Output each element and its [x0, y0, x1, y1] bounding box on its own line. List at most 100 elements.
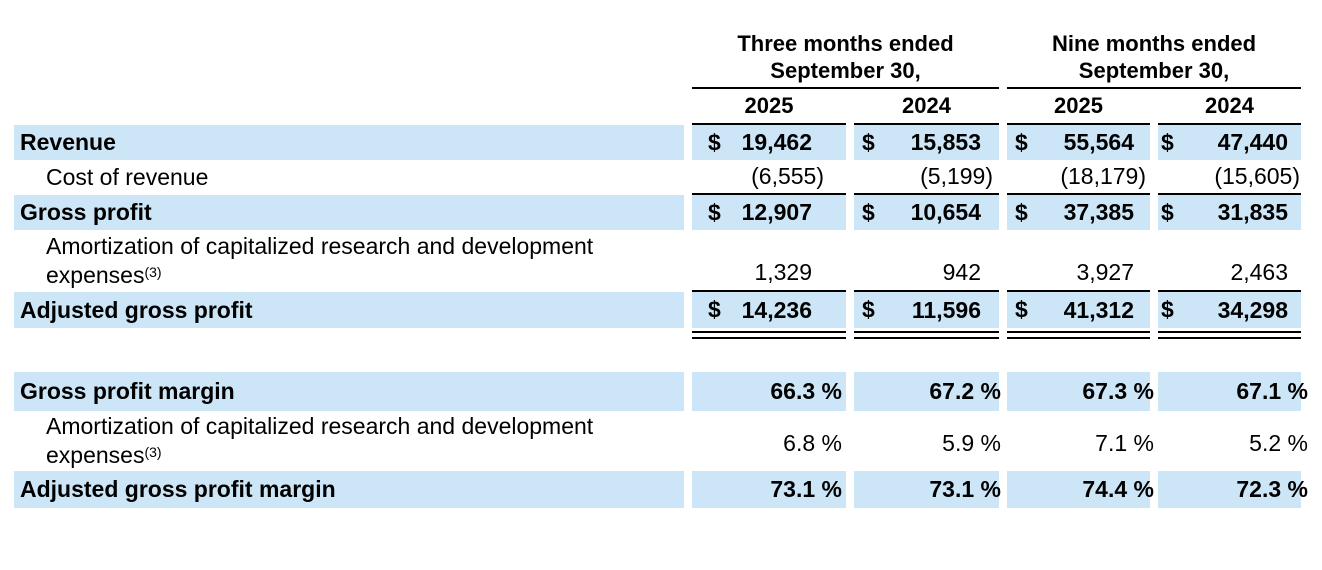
table-cell: 72.3 %	[1158, 471, 1308, 508]
dollar-sign: $	[1161, 296, 1174, 323]
table-row-revenue: Revenue $19,462 $15,853 $55,564 $47,440	[14, 125, 1317, 160]
dollar-sign: $	[862, 296, 875, 323]
double-rule	[854, 331, 999, 339]
cell-value: 5.9 %	[942, 430, 1001, 456]
double-rule	[1007, 331, 1150, 339]
cell-value: 41,312	[1063, 296, 1134, 323]
empty-corner-cell	[14, 30, 684, 89]
cell-value: 11,596	[911, 296, 981, 323]
group-header-line2: September 30,	[770, 58, 921, 83]
cell-value: 12,907	[741, 199, 812, 225]
table-row-adjusted-gross-profit-margin: Adjusted gross profit margin 73.1 % 73.1…	[14, 471, 1317, 508]
cell-value: 6.8 %	[783, 430, 842, 456]
empty-corner-cell	[14, 89, 684, 125]
cell-value: 2,463	[1230, 259, 1288, 285]
table-cell: 2,463	[1158, 230, 1301, 292]
section-spacer	[14, 339, 1317, 372]
table-cell: 6.8 %	[692, 411, 846, 471]
row-label: Revenue	[14, 125, 684, 160]
cell-value: 72.3 %	[1236, 476, 1308, 502]
table-row-amortization-expenses-margin: Amortization of capitalized research and…	[14, 411, 1317, 471]
group-header-three-months: Three months ended September 30,	[692, 30, 999, 89]
cell-value: 19,462	[741, 129, 812, 155]
cell-value: 66.3 %	[770, 378, 842, 404]
year-column-header: 2024	[1158, 89, 1301, 125]
table-cell: $47,440	[1158, 125, 1301, 160]
group-header-line2: September 30,	[1078, 58, 1230, 83]
dollar-sign: $	[708, 129, 721, 155]
cell-value: 55,564	[1063, 129, 1134, 155]
column-group-header-row: Three months ended September 30, Nine mo…	[14, 30, 1317, 89]
row-label: Adjusted gross profit	[14, 292, 684, 328]
cell-value: 3,927	[1076, 259, 1134, 285]
table-cell: $31,835	[1158, 195, 1301, 230]
double-rule	[692, 331, 846, 339]
cell-value: 47,440	[1217, 129, 1288, 155]
cell-value: 31,835	[1217, 199, 1288, 225]
table-cell: 67.2 %	[854, 372, 1001, 411]
table-row-gross-profit-margin: Gross profit margin 66.3 % 67.2 % 67.3 %…	[14, 372, 1317, 411]
table-cell: 74.4 %	[1007, 471, 1154, 508]
table-cell: $34,298	[1158, 292, 1301, 328]
financial-results-table: Three months ended September 30, Nine mo…	[14, 30, 1317, 508]
table-cell: $55,564	[1007, 125, 1150, 160]
table-cell: $10,654	[854, 195, 999, 230]
double-rule	[1158, 331, 1301, 339]
table-row-amortization-expenses: Amortization of capitalized research and…	[14, 230, 1317, 292]
table-cell: (18,179)	[1007, 160, 1150, 195]
table-cell: $37,385	[1007, 195, 1150, 230]
table-cell: 67.3 %	[1007, 372, 1154, 411]
table-cell: $11,596	[854, 292, 999, 328]
cell-value: 74.4 %	[1082, 476, 1154, 502]
table-cell: 3,927	[1007, 230, 1150, 292]
group-header-line1: Nine months ended	[1051, 31, 1257, 56]
table-cell: (15,605)	[1158, 160, 1301, 195]
table-cell: $14,236	[692, 292, 846, 328]
row-label: Adjusted gross profit margin	[14, 471, 684, 508]
earnings-document: { "currency_symbol": "$", "table": { "co…	[0, 30, 1322, 570]
dollar-sign: $	[708, 296, 721, 323]
cell-value: 7.1 %	[1095, 430, 1154, 456]
row-label: Gross profit	[14, 195, 684, 230]
group-header-nine-months: Nine months ended September 30,	[1007, 30, 1301, 89]
cell-value: 34,298	[1217, 296, 1288, 323]
table-cell: 73.1 %	[854, 471, 1001, 508]
cell-value: 73.1 %	[770, 476, 842, 502]
year-column-header: 2024	[854, 89, 999, 125]
cell-value: 15,853	[910, 129, 981, 155]
dollar-sign: $	[1015, 129, 1028, 155]
cell-value: 37,385	[1063, 199, 1134, 225]
table-cell: 66.3 %	[692, 372, 846, 411]
cell-value: 67.3 %	[1082, 378, 1154, 404]
footnote-marker: (3)	[144, 444, 162, 460]
group-header-line1: Three months ended	[737, 31, 954, 56]
dollar-sign: $	[1161, 199, 1174, 225]
cell-value: (18,179)	[1060, 163, 1146, 189]
table-cell: 5.2 %	[1158, 411, 1308, 471]
table-row-adjusted-gross-profit: Adjusted gross profit $14,236 $11,596 $4…	[14, 292, 1317, 328]
dollar-sign: $	[862, 129, 875, 155]
year-column-header: 2025	[1007, 89, 1150, 125]
cell-value: 10,654	[910, 199, 981, 225]
table-cell: 5.9 %	[854, 411, 1001, 471]
year-header-row: 2025 2024 2025 2024	[14, 89, 1317, 125]
cell-value: 67.1 %	[1236, 378, 1308, 404]
footnote-marker: (3)	[144, 264, 162, 280]
table-cell: $15,853	[854, 125, 999, 160]
dollar-sign: $	[1015, 296, 1028, 323]
table-cell: 67.1 %	[1158, 372, 1308, 411]
cell-value: (6,555)	[751, 163, 824, 189]
dollar-sign: $	[708, 199, 721, 225]
cell-value: (5,199)	[920, 163, 993, 189]
cell-value: 1,329	[754, 259, 812, 285]
table-cell: $41,312	[1007, 292, 1150, 328]
row-label: Gross profit margin	[14, 372, 684, 411]
year-column-header: 2025	[692, 89, 846, 125]
table-cell: 7.1 %	[1007, 411, 1154, 471]
cell-value: (15,605)	[1214, 163, 1300, 189]
table-row-gross-profit: Gross profit $12,907 $10,654 $37,385 $31…	[14, 195, 1317, 230]
table-cell: 942	[854, 230, 999, 292]
row-label: Amortization of capitalized research and…	[46, 233, 594, 288]
table-cell: (5,199)	[854, 160, 999, 195]
cell-value: 942	[942, 259, 981, 285]
